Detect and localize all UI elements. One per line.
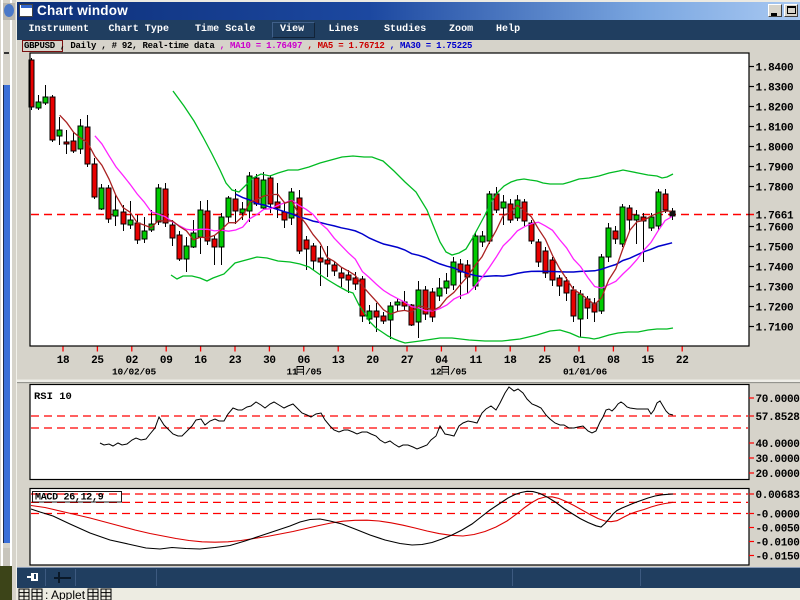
svg-text:1.7900: 1.7900 [756, 162, 794, 174]
svg-text:1.7200: 1.7200 [756, 302, 794, 314]
svg-text:09: 09 [160, 355, 173, 367]
svg-text:30: 30 [263, 355, 276, 367]
svg-text:20: 20 [366, 355, 379, 367]
svg-text:20.0000: 20.0000 [756, 469, 800, 481]
svg-text:01/01/06: 01/01/06 [563, 367, 608, 378]
svg-text:01: 01 [573, 355, 586, 367]
svg-text:11: 11 [469, 355, 482, 367]
svg-text:1.8000: 1.8000 [756, 142, 794, 154]
svg-text:-0.0000: -0.0000 [756, 509, 800, 521]
svg-text:22: 22 [676, 355, 689, 367]
svg-text:-0.0100: -0.0100 [756, 537, 800, 549]
svg-text:25: 25 [91, 355, 104, 367]
svg-text:04: 04 [435, 355, 448, 367]
svg-text:/05: /05 [450, 367, 467, 378]
svg-text:-0.0150: -0.0150 [756, 551, 800, 563]
svg-text:0.00683: 0.00683 [756, 490, 800, 502]
svg-text:25: 25 [538, 355, 551, 367]
svg-text:1.7100: 1.7100 [756, 322, 794, 334]
svg-text:1.8100: 1.8100 [756, 122, 794, 134]
svg-text:1.7661: 1.7661 [756, 210, 795, 222]
svg-text:12: 12 [430, 367, 442, 378]
svg-text:1.8400: 1.8400 [756, 62, 794, 74]
svg-text:: Applet: : Applet [45, 588, 86, 600]
svg-text:27: 27 [401, 355, 414, 367]
svg-text:1.7300: 1.7300 [756, 282, 794, 294]
svg-text:08: 08 [607, 355, 620, 367]
svg-text:15: 15 [641, 355, 654, 367]
svg-text:1.7500: 1.7500 [756, 242, 794, 254]
svg-text:40.0000: 40.0000 [756, 439, 800, 451]
svg-text:18: 18 [57, 355, 70, 367]
svg-text:18: 18 [504, 355, 517, 367]
svg-text:06: 06 [297, 355, 310, 367]
svg-text:-0.0050: -0.0050 [756, 523, 800, 535]
svg-text:1.8200: 1.8200 [756, 102, 794, 114]
svg-text:1.7400: 1.7400 [756, 262, 794, 274]
svg-text:70.0000: 70.0000 [756, 394, 800, 406]
svg-text:1.8300: 1.8300 [756, 82, 794, 94]
svg-text:23: 23 [229, 355, 242, 367]
svg-text:1.7800: 1.7800 [756, 182, 794, 194]
svg-text:MACD 26,12,9: MACD 26,12,9 [35, 493, 104, 504]
svg-text:10/02/05: 10/02/05 [112, 367, 157, 378]
svg-text:13: 13 [332, 355, 345, 367]
svg-text:02: 02 [125, 355, 138, 367]
svg-text:RSI 10: RSI 10 [34, 391, 72, 403]
svg-text:30.0000: 30.0000 [756, 454, 800, 466]
svg-text:1.7600: 1.7600 [756, 222, 794, 234]
svg-text:/05: /05 [305, 367, 322, 378]
svg-text:16: 16 [194, 355, 207, 367]
svg-text:57.8528: 57.8528 [756, 412, 800, 424]
svg-text:11: 11 [286, 367, 298, 378]
